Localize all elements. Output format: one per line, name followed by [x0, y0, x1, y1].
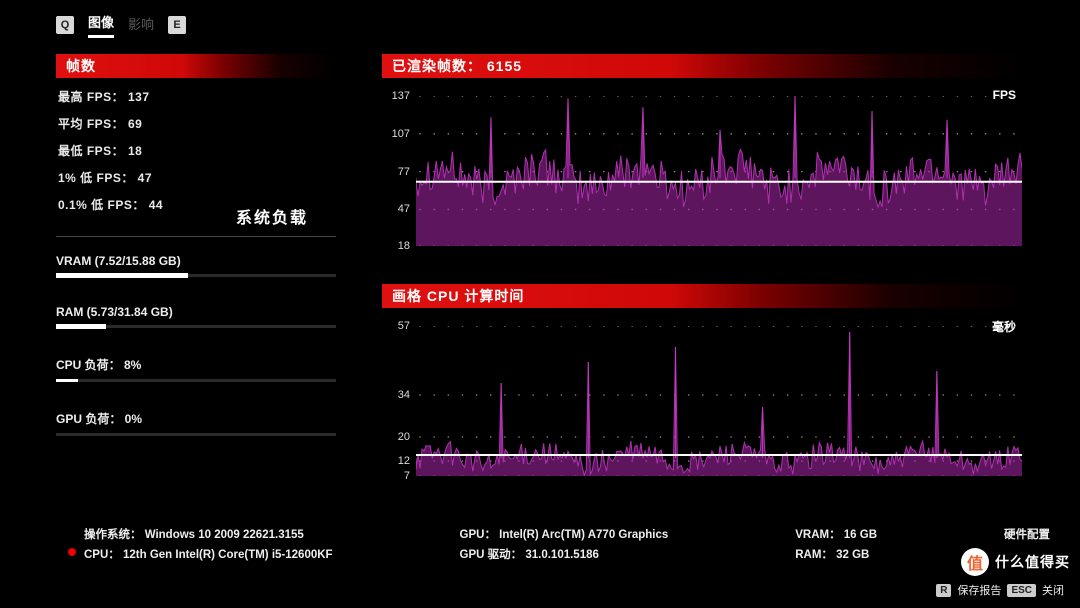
info-gpu: GPU： Intel(R) Arc(TM) A770 Graphics: [460, 526, 669, 542]
ytick-label: 12: [374, 455, 410, 467]
meter-cpu: CPU 负荷： 8%: [56, 356, 336, 382]
meter-cpu-label: CPU 负荷： 8%: [56, 356, 336, 373]
tab-image[interactable]: 图像: [88, 12, 114, 38]
top-tabs: Q 图像 影响 E: [56, 12, 186, 38]
meter-ram-label: RAM (5.73/31.84 GB): [56, 305, 336, 319]
meter-gpu-track: [56, 433, 336, 436]
meter-ram: RAM (5.73/31.84 GB): [56, 305, 336, 328]
ytick-label: 20: [374, 431, 410, 443]
key-esc[interactable]: ESC: [1007, 584, 1036, 597]
meter-vram-track: [56, 274, 336, 277]
tab-key-q[interactable]: Q: [56, 16, 74, 34]
meter-gpu-label: GPU 负荷： 0%: [56, 410, 336, 427]
fps-chart-plot: [416, 96, 1022, 246]
stat-min-fps: 最低 FPS： 18: [58, 142, 334, 159]
fps-chart-header: 已渲染帧数： 6155: [382, 54, 1022, 78]
ytick-label: 7: [374, 470, 410, 482]
record-dot-icon: [68, 548, 76, 556]
ytick-label: 47: [374, 203, 410, 215]
key-esc-label: 关闭: [1042, 582, 1064, 598]
meter-vram-fill: [56, 273, 188, 278]
cpu-chart-plot: [416, 326, 1022, 476]
info-vram: VRAM： 16 GB: [795, 526, 877, 542]
tab-key-e[interactable]: E: [168, 16, 186, 34]
fps-stats-panel: 帧数 最高 FPS： 137 平均 FPS： 69 最低 FPS： 18 1% …: [56, 54, 336, 223]
ytick-label: 77: [374, 166, 410, 178]
watermark-text: 什么值得买: [995, 552, 1070, 572]
system-info-bar: 操作系统： Windows 10 2009 22621.3155 CPU： 12…: [84, 526, 1050, 562]
ytick-label: 107: [374, 128, 410, 140]
fps-chart-header-prefix: 已渲染帧数：: [392, 56, 482, 76]
meter-ram-track: [56, 325, 336, 328]
meter-gpu: GPU 负荷： 0%: [56, 410, 336, 436]
tab-effect[interactable]: 影响: [128, 14, 154, 37]
stat-max-fps: 最高 FPS： 137: [58, 88, 334, 105]
watermark: 值 什么值得买: [961, 548, 1070, 576]
meter-vram: VRAM (7.52/15.88 GB): [56, 254, 336, 277]
info-gpu-driver: GPU 驱动： 31.0.101.5186: [460, 546, 669, 562]
info-hw-config[interactable]: 硬件配置: [1004, 526, 1050, 542]
info-col-hw: 硬件配置: [1004, 526, 1050, 542]
watermark-badge-icon: 值: [961, 548, 989, 576]
meter-vram-label: VRAM (7.52/15.88 GB): [56, 254, 336, 268]
info-os: 操作系统： Windows 10 2009 22621.3155: [84, 526, 333, 542]
key-r-label: 保存报告: [957, 582, 1001, 598]
info-col-os: 操作系统： Windows 10 2009 22621.3155 CPU： 12…: [84, 526, 333, 562]
stat-1pct-fps: 1% 低 FPS： 47: [58, 169, 334, 186]
system-load-meters: VRAM (7.52/15.88 GB) RAM (5.73/31.84 GB)…: [56, 254, 336, 464]
fps-chart-block: 已渲染帧数： 6155 FPS 137107774718: [382, 54, 1022, 256]
footer-keys: R 保存报告 ESC 关闭: [936, 582, 1064, 598]
stat-avg-fps: 平均 FPS： 69: [58, 115, 334, 132]
ytick-label: 137: [374, 90, 410, 102]
fps-chart-body: 137107774718: [382, 86, 1022, 256]
info-ram: RAM： 32 GB: [795, 546, 877, 562]
meter-ram-fill: [56, 324, 106, 329]
info-cpu: CPU： 12th Gen Intel(R) Core(TM) i5-12600…: [84, 546, 333, 562]
fps-chart-header-value: 6155: [487, 58, 522, 74]
cpu-chart-block: 画格 CPU 计算时间 毫秒 573420127: [382, 284, 1022, 486]
cpu-chart-header: 画格 CPU 计算时间: [382, 284, 1022, 308]
ytick-label: 18: [374, 240, 410, 252]
meter-cpu-track: [56, 379, 336, 382]
info-col-gpu: GPU： Intel(R) Arc(TM) A770 Graphics GPU …: [460, 526, 669, 562]
meter-cpu-fill: [56, 379, 78, 382]
sysload-title: 系统负载: [236, 204, 308, 228]
info-col-mem: VRAM： 16 GB RAM： 32 GB: [795, 526, 877, 562]
key-r[interactable]: R: [936, 584, 951, 597]
cpu-chart-body: 573420127: [382, 316, 1022, 486]
divider: [56, 236, 336, 237]
ytick-label: 34: [374, 389, 410, 401]
fps-header: 帧数: [56, 54, 336, 78]
ytick-label: 57: [374, 320, 410, 332]
